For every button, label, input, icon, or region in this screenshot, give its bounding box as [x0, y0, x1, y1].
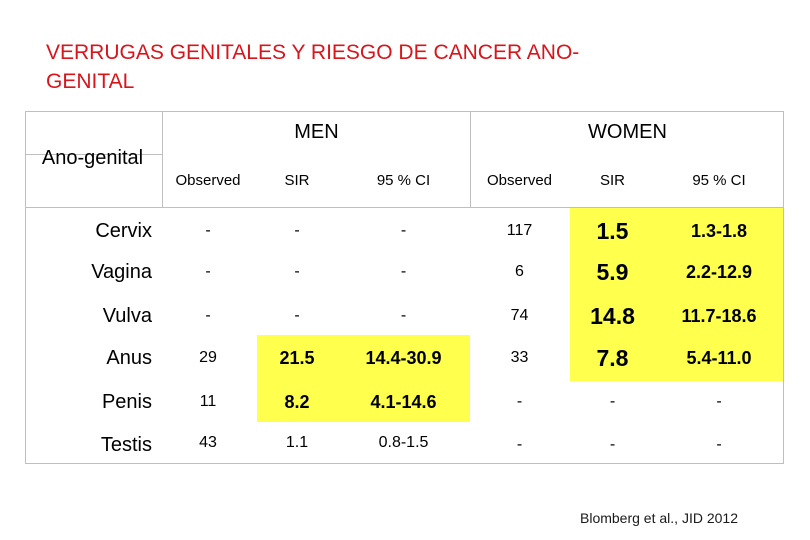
cell-women-sir: 1.5 [596, 217, 629, 244]
row-label-testis: Testis [100, 433, 152, 456]
header-divider [25, 207, 784, 208]
citation: Blomberg et al., JID 2012 [580, 510, 738, 526]
cell-men-ci: 14.4-30.9 [365, 347, 442, 368]
cell-men-observed: 11 [199, 393, 217, 410]
row-label-cervix: Cervix [95, 219, 152, 242]
women-sir-header: SIR [599, 171, 625, 189]
men-sir-header: SIR [284, 171, 310, 189]
highlight-women-sir-ci [570, 207, 783, 381]
citation-authors: Blomberg et al., [580, 510, 679, 526]
slide-title: VERRUGAS GENITALES Y RIESGO DE CANCER AN… [46, 38, 746, 96]
cell-men-sir: - [294, 307, 300, 324]
men-header: MEN [294, 120, 339, 143]
cell-men-sir: 1.1 [285, 434, 309, 451]
cell-women-observed: - [516, 393, 523, 410]
cell-women-ci: - [716, 436, 722, 453]
cell-women-sir: 7.8 [596, 344, 629, 371]
cell-men-sir: 8.2 [284, 391, 310, 412]
row-label-header: Ano-genital [41, 146, 144, 169]
cell-men-sir: 21.5 [279, 347, 315, 368]
women-ci-header: 95 % CI [692, 171, 746, 189]
subheader-divider [25, 154, 162, 155]
row-label-vagina: Vagina [91, 260, 152, 283]
title-line-2: GENITAL [46, 70, 135, 93]
title-line-1: VERRUGAS GENITALES Y RIESGO DE CANCER AN… [46, 41, 580, 64]
cell-men-observed: - [205, 263, 211, 280]
cell-men-ci: - [400, 222, 407, 239]
cell-women-sir: - [609, 436, 616, 453]
men-observed-header: Observed [175, 171, 241, 189]
cell-men-ci: - [400, 307, 407, 324]
cell-women-sir: 14.8 [590, 302, 635, 329]
highlight-men-sir-ci [257, 335, 470, 422]
cell-men-observed: 29 [199, 349, 217, 366]
cell-women-ci: 5.4-11.0 [686, 347, 752, 368]
cell-women-observed: 117 [506, 222, 533, 239]
cell-men-ci: 0.8-1.5 [378, 434, 429, 451]
cell-men-sir: - [294, 222, 300, 239]
row-label-anus: Anus [106, 346, 152, 369]
row-label-penis: Penis [101, 390, 152, 413]
row-label-vulva: Vulva [102, 304, 152, 327]
cell-women-sir: 5.9 [596, 258, 629, 285]
cell-men-observed: - [205, 222, 211, 239]
men-ci-header: 95 % CI [376, 171, 431, 189]
citation-journal: JID 2012 [681, 510, 738, 526]
cell-women-observed: 33 [510, 349, 529, 366]
rowlabel-divider [162, 111, 163, 207]
cell-women-ci: 2.2-12.9 [685, 261, 753, 282]
cell-women-observed: - [516, 436, 523, 453]
cell-women-observed: 74 [510, 307, 529, 324]
cell-men-ci: - [400, 263, 407, 280]
women-observed-header: Observed [486, 171, 553, 189]
cell-men-ci: 4.1-14.6 [370, 391, 437, 412]
cell-men-sir: - [294, 263, 300, 280]
cell-women-sir: - [609, 393, 616, 410]
group-divider [470, 111, 471, 207]
cell-women-ci: 11.7-18.6 [681, 305, 757, 326]
cell-men-observed: 43 [199, 434, 217, 451]
women-header: WOMEN [588, 120, 667, 143]
cell-women-ci: - [716, 393, 722, 410]
cell-women-ci: 1.3-1.8 [690, 220, 748, 241]
results-table [25, 111, 784, 464]
cell-women-observed: 6 [515, 263, 524, 280]
cell-men-observed: - [205, 307, 211, 324]
